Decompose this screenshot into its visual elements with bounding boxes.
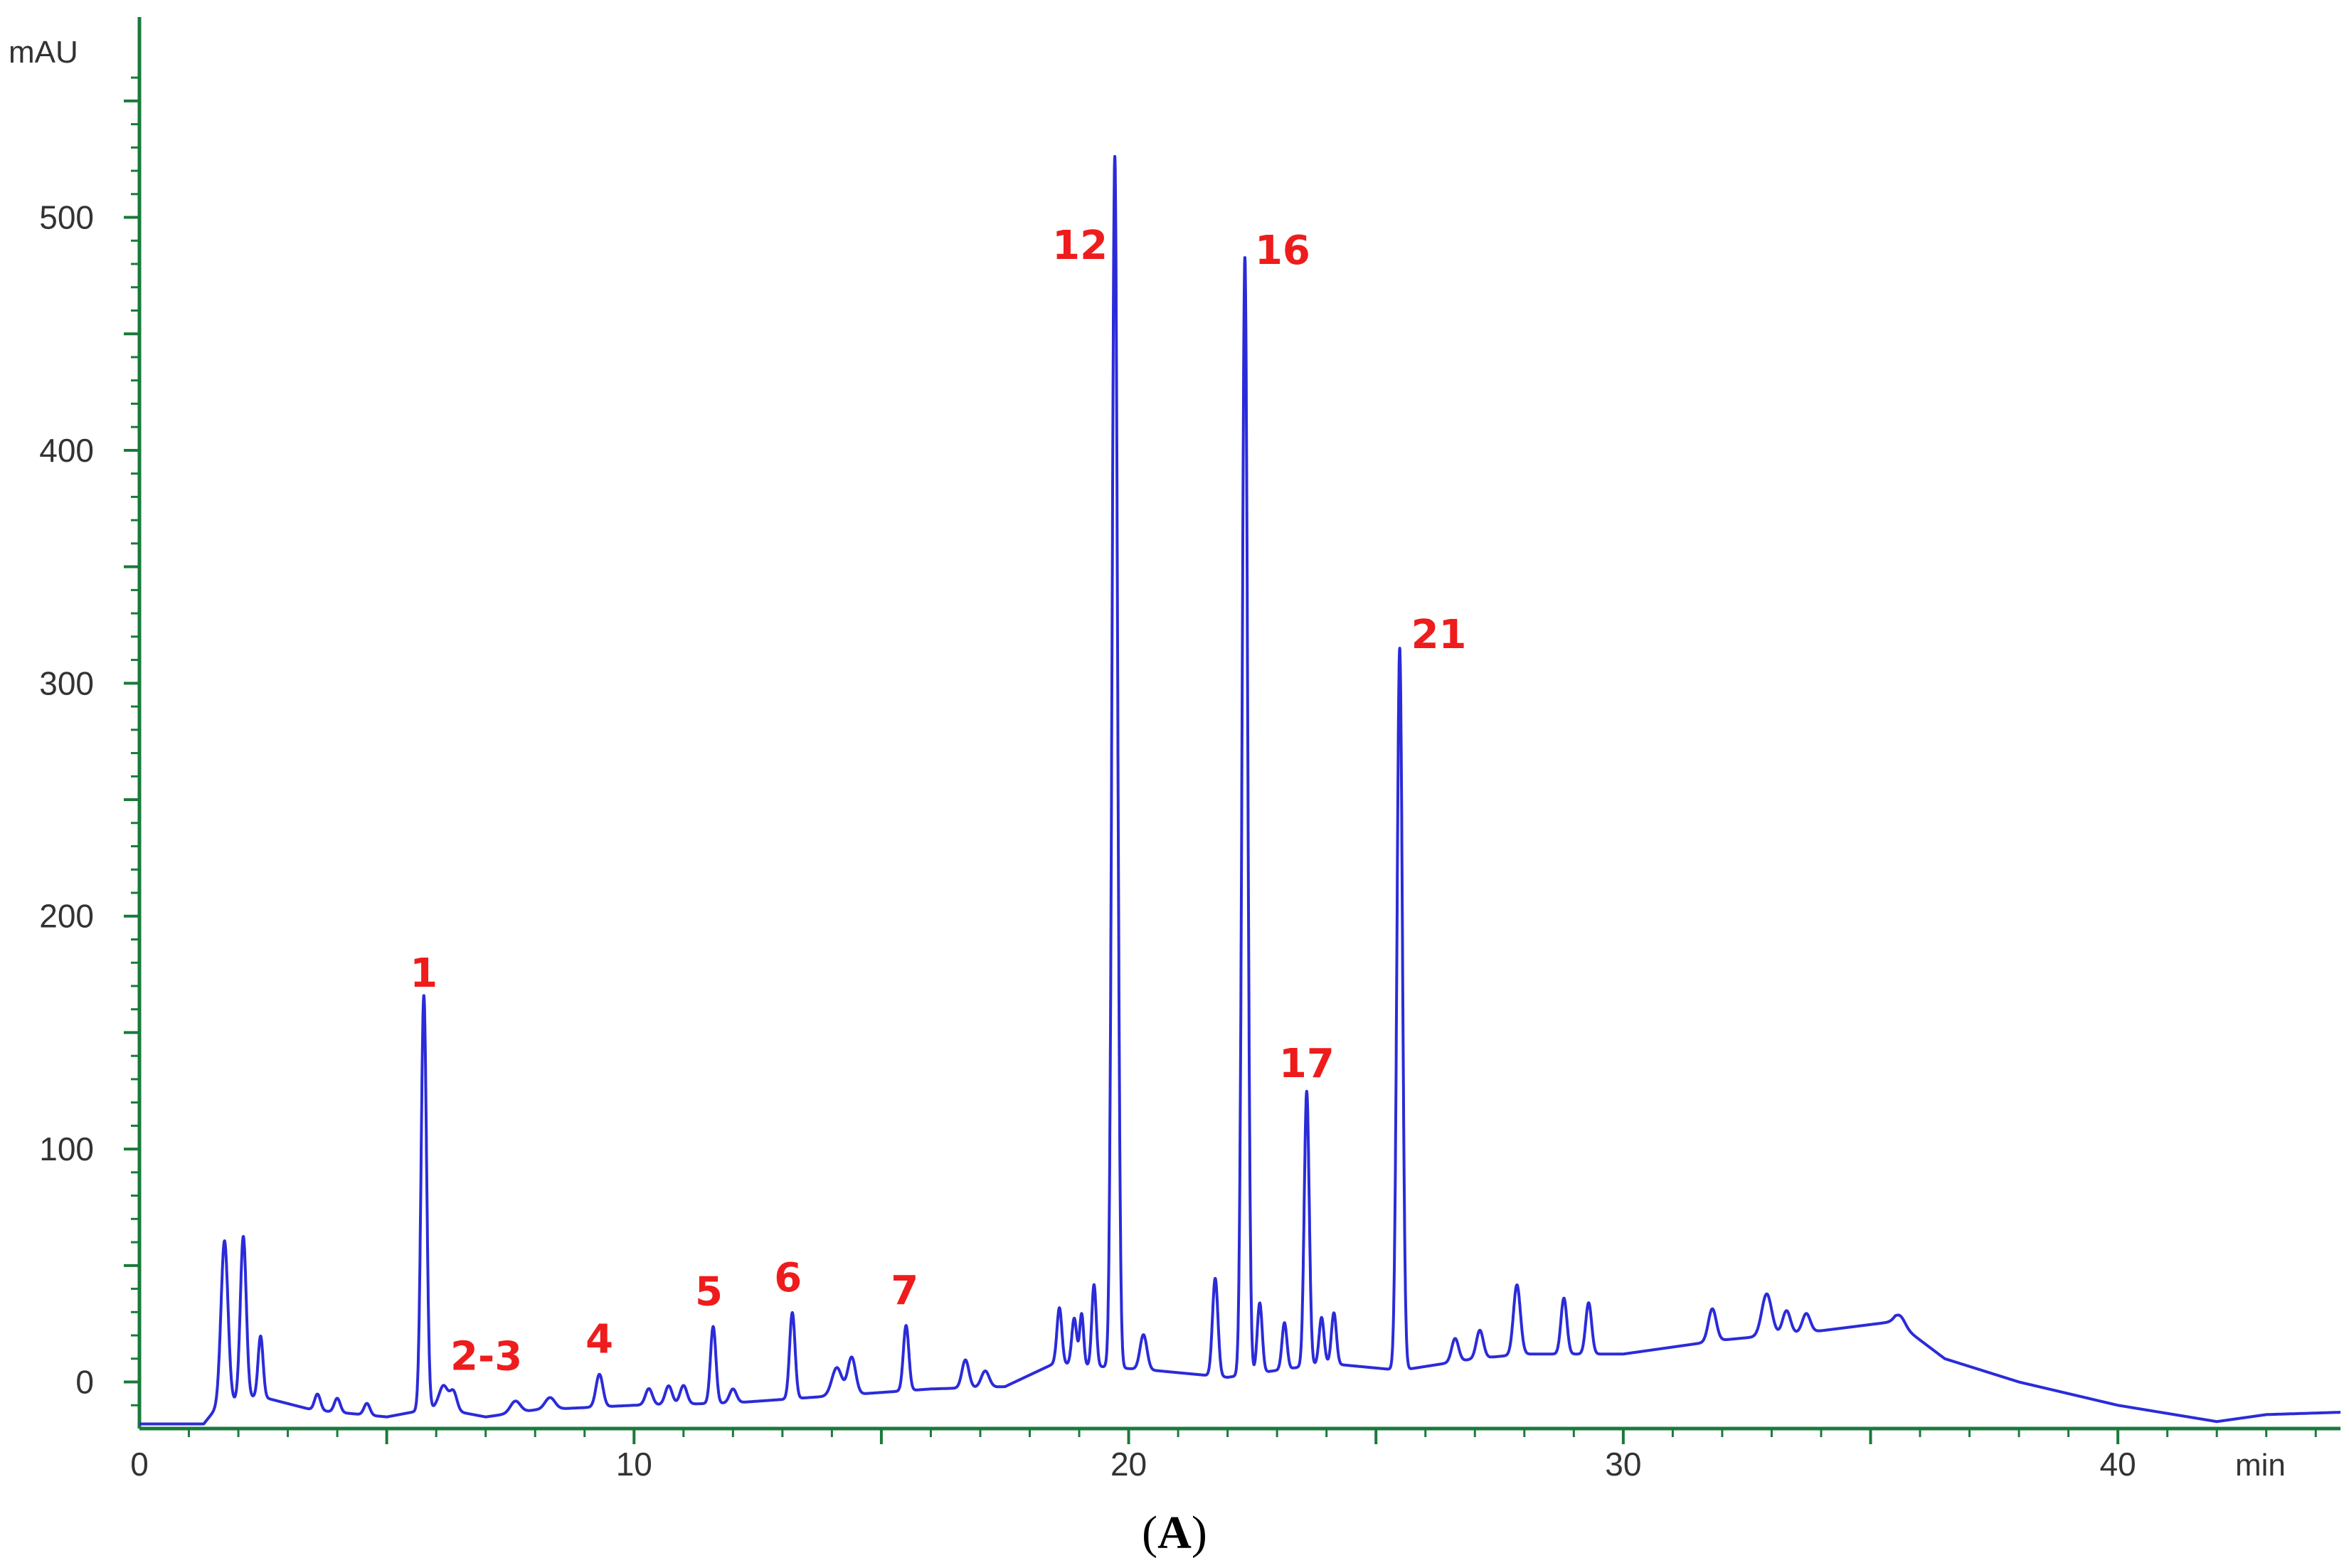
- x-tick-label: 30: [1605, 1446, 1641, 1483]
- y-minor-ticks: [131, 76, 139, 1407]
- y-tick-label: 400: [39, 432, 94, 469]
- x-major-ticks: [385, 1429, 2120, 1444]
- chromatogram-trace: [138, 154, 2342, 1426]
- caption-close-paren: ): [1192, 1507, 1207, 1559]
- caption-letter: A: [1157, 1507, 1192, 1559]
- x-tick-label: 10: [616, 1446, 652, 1483]
- x-tick-label: 40: [2100, 1446, 2136, 1483]
- peak-label-17: 17: [1279, 1041, 1335, 1087]
- peak-labels: 1 2-3 4 5 6 7 12 16 17 21: [410, 223, 1466, 1379]
- peak-label-21: 21: [1411, 612, 1467, 658]
- figure-caption: (A): [1142, 1507, 1207, 1559]
- peak-label-6: 6: [774, 1255, 802, 1301]
- y-axis-unit-label: mAU: [9, 35, 78, 70]
- peak-label-2-3: 2-3: [450, 1333, 522, 1379]
- caption-open-paren: (: [1142, 1507, 1157, 1559]
- x-axis-unit-label: min: [2235, 1448, 2286, 1483]
- x-tick-label: 0: [130, 1446, 149, 1483]
- peak-label-12: 12: [1052, 223, 1108, 269]
- y-tick-label: 0: [75, 1364, 94, 1401]
- peak-label-7: 7: [891, 1268, 918, 1314]
- x-tick-labels: 0 10 20 30 40: [130, 1446, 2136, 1483]
- peak-label-4: 4: [585, 1317, 613, 1363]
- x-minor-ticks: [188, 1429, 2317, 1437]
- x-tick-label: 20: [1110, 1446, 1147, 1483]
- y-tick-label: 200: [39, 898, 94, 935]
- peak-label-5: 5: [695, 1269, 723, 1315]
- y-tick-labels: 0 100 200 300 400 500: [39, 199, 94, 1401]
- y-major-ticks: [124, 99, 139, 1384]
- y-tick-label: 500: [39, 199, 94, 236]
- peak-label-16: 16: [1255, 228, 1310, 274]
- axes-frame: [137, 17, 2340, 1431]
- y-tick-label: 100: [39, 1130, 94, 1167]
- peak-label-1: 1: [410, 950, 438, 997]
- y-tick-label: 300: [39, 664, 94, 701]
